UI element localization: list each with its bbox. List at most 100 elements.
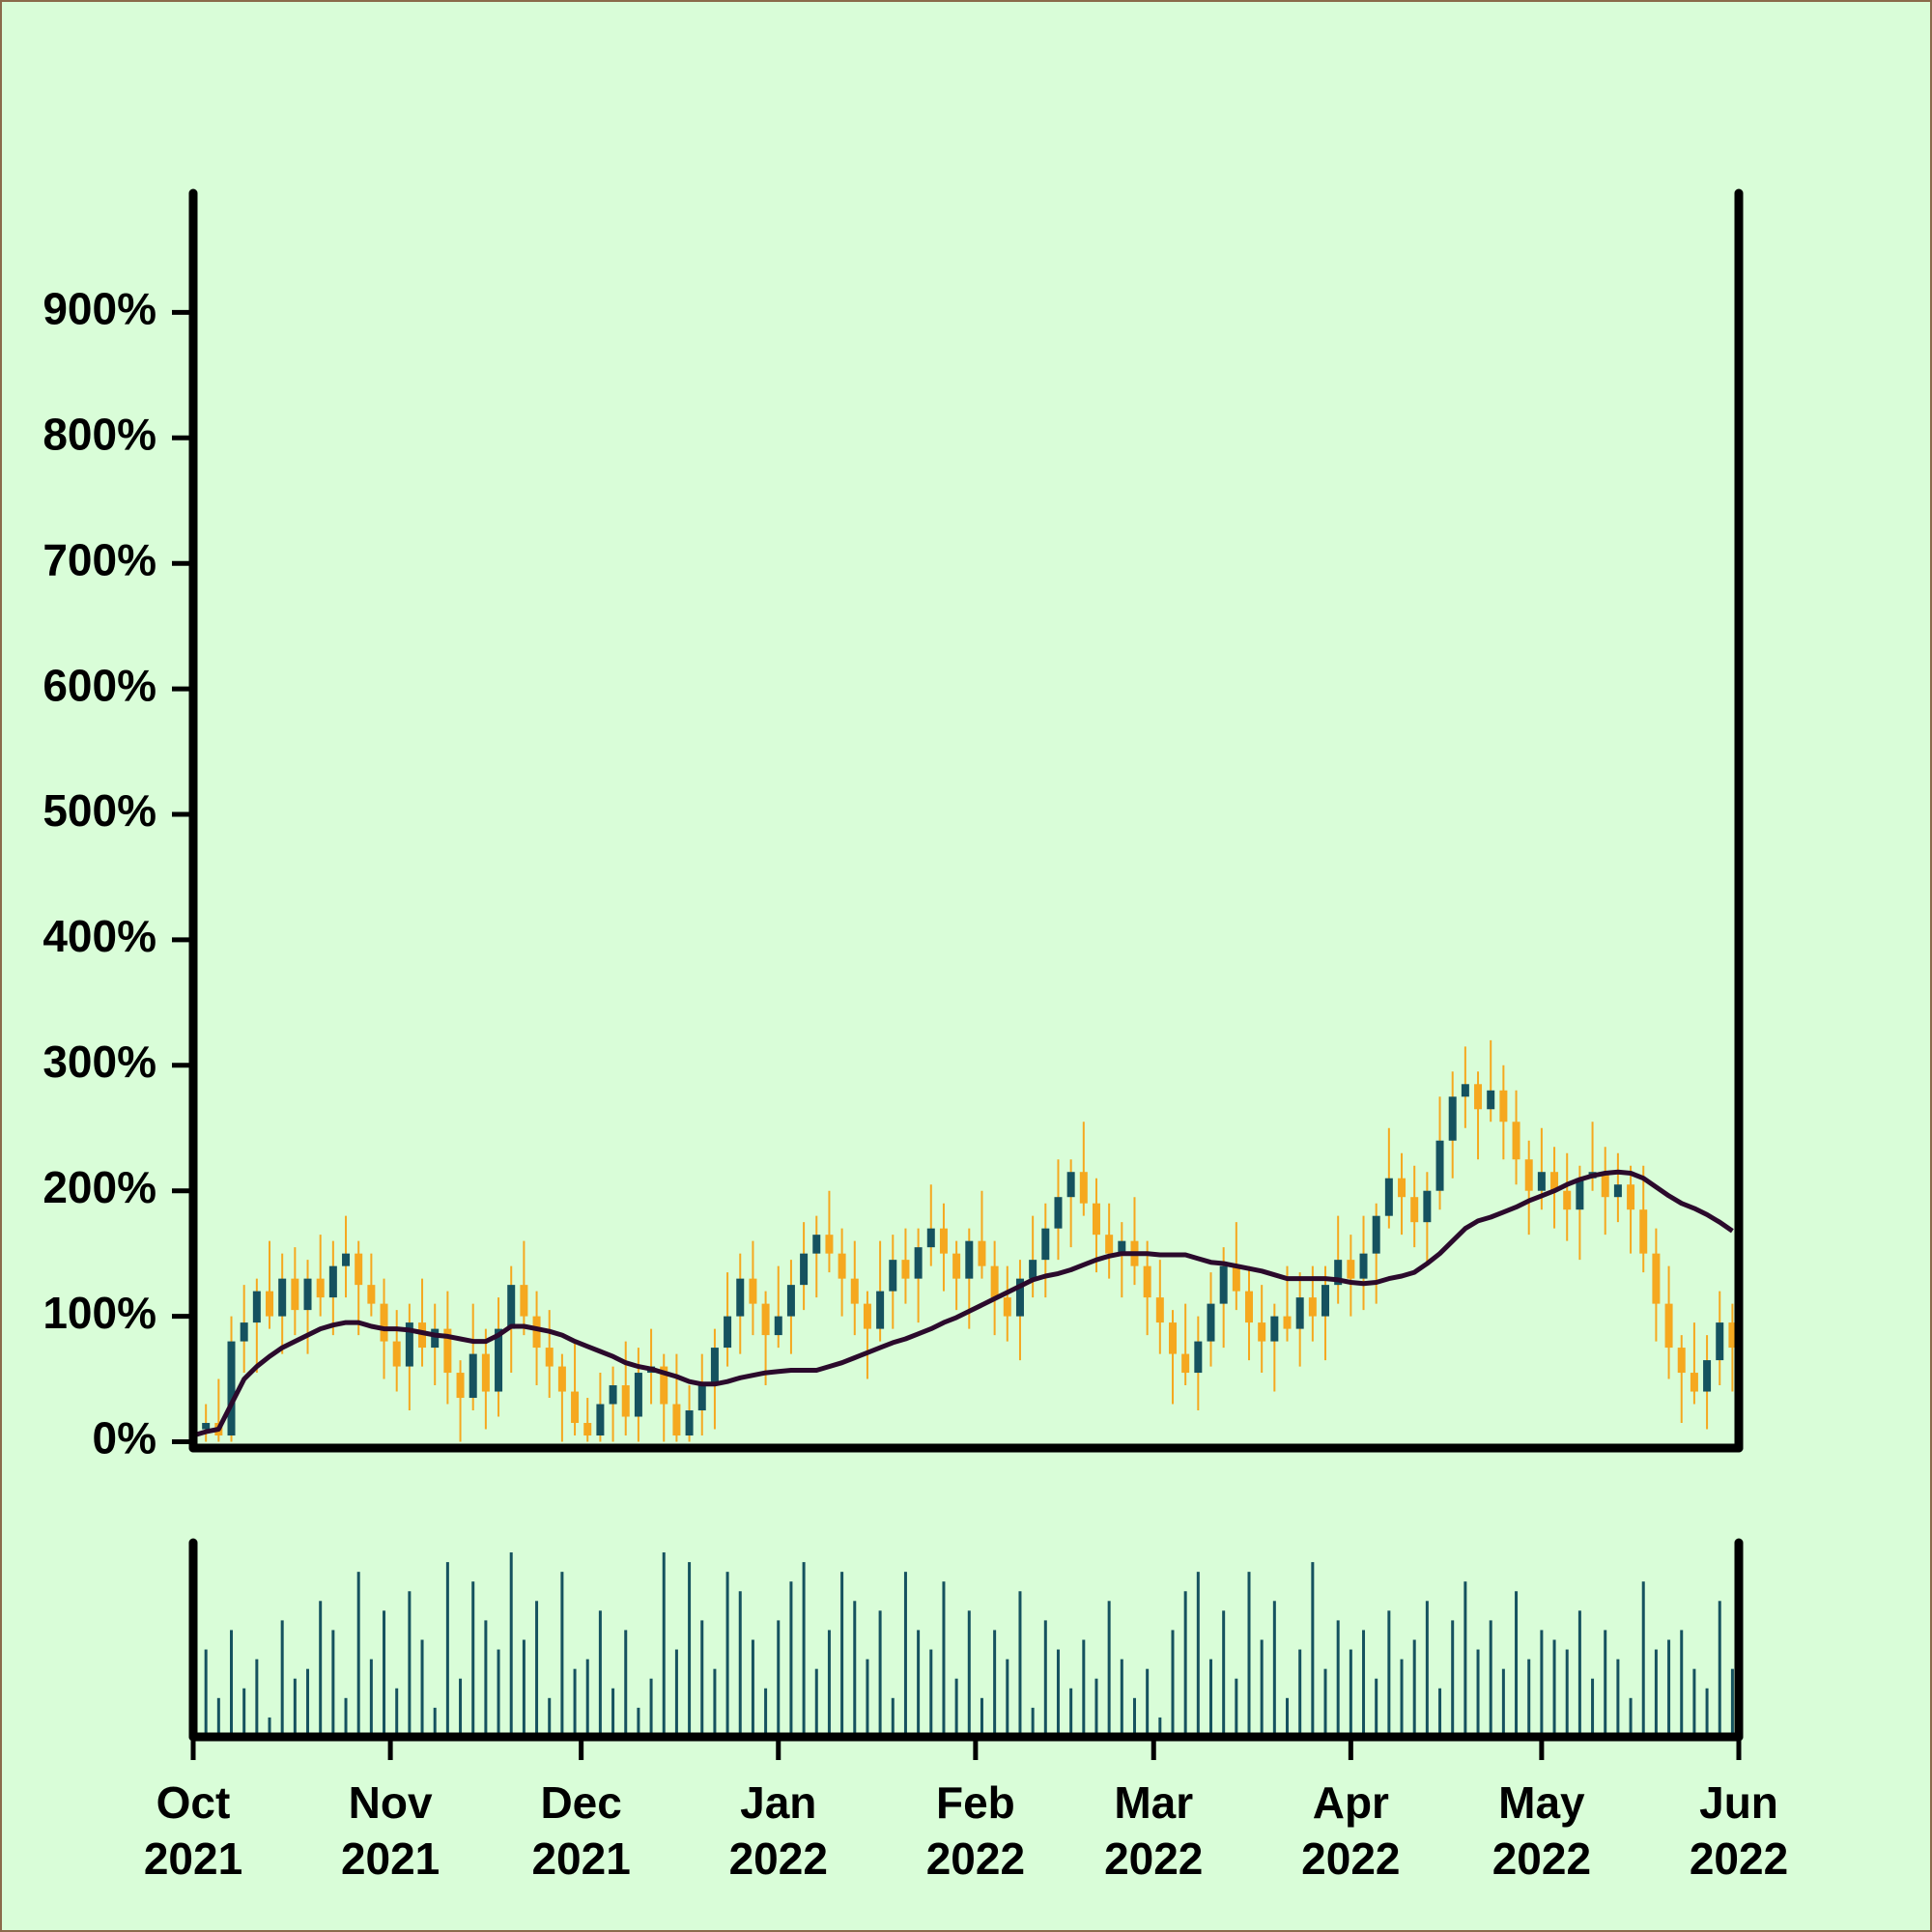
volume-bar <box>268 1717 271 1737</box>
candle-body <box>863 1303 871 1329</box>
candle-body <box>1690 1373 1698 1392</box>
candle-body <box>1512 1122 1520 1160</box>
volume-bar <box>1629 1697 1633 1737</box>
candle-body <box>1728 1322 1737 1349</box>
x-tick-label: 2022 <box>926 1833 1025 1884</box>
volume-bar <box>1425 1601 1429 1737</box>
volume-bar <box>1718 1601 1721 1737</box>
y-tick-label: 500% <box>43 785 156 836</box>
candle-body <box>978 1240 986 1266</box>
candle-body <box>672 1404 681 1436</box>
volume-bar <box>1540 1630 1544 1737</box>
volume-bar <box>891 1697 895 1737</box>
candle-body <box>1321 1285 1330 1317</box>
x-tick-label: Dec <box>540 1777 621 1828</box>
volume-bar <box>967 1610 971 1737</box>
volume-bar <box>1311 1562 1315 1737</box>
candle-body <box>621 1385 630 1417</box>
volume-bar <box>535 1601 539 1737</box>
x-tick-label: Feb <box>936 1777 1015 1828</box>
y-tick-label: 0% <box>93 1413 156 1463</box>
candle-body <box>1435 1140 1444 1191</box>
candle-body <box>1563 1190 1572 1210</box>
y-tick-label: 200% <box>43 1162 156 1212</box>
candle-body <box>1181 1353 1190 1374</box>
candle-body <box>990 1265 999 1298</box>
candle-body <box>328 1265 337 1298</box>
candle-body <box>1601 1172 1609 1198</box>
candle-body <box>1423 1190 1432 1223</box>
volume-bar <box>1552 1639 1556 1737</box>
volume-bar <box>1196 1572 1200 1737</box>
candle-body <box>1194 1341 1203 1374</box>
candle-body <box>266 1291 274 1317</box>
candle-body <box>697 1385 706 1411</box>
candle-body <box>889 1260 897 1292</box>
candle-body <box>1550 1172 1559 1191</box>
volume-bar <box>1667 1639 1671 1737</box>
volume-bar <box>344 1697 348 1737</box>
candle-body <box>1448 1096 1457 1141</box>
candle-body <box>1703 1360 1712 1392</box>
volume-bar <box>1146 1668 1150 1737</box>
candle-body <box>850 1278 859 1304</box>
candle-body <box>1474 1084 1483 1110</box>
candle-body <box>914 1247 923 1279</box>
candle-body <box>456 1373 465 1399</box>
volume-bar <box>1375 1678 1378 1737</box>
candle-body <box>532 1316 541 1349</box>
volume-bar <box>980 1697 983 1737</box>
volume-bar <box>585 1659 589 1737</box>
volume-bar <box>840 1572 844 1737</box>
x-tick-label: Jan <box>740 1777 816 1828</box>
candle-body <box>1041 1228 1050 1261</box>
x-tick-label: 2021 <box>341 1833 440 1884</box>
candle-body <box>1066 1172 1075 1198</box>
candle-body <box>1092 1203 1100 1236</box>
volume-bar <box>1501 1668 1505 1737</box>
candle-body <box>1677 1348 1686 1374</box>
volume-bar <box>1654 1649 1658 1737</box>
volume-bar <box>777 1620 781 1737</box>
volume-bar <box>1565 1649 1569 1737</box>
x-tick-label: 2021 <box>531 1833 630 1884</box>
candle-body <box>761 1303 770 1336</box>
volume-bar <box>1260 1639 1264 1737</box>
volume-bar <box>408 1591 412 1737</box>
candle-body <box>252 1291 261 1323</box>
volume-bar <box>700 1620 704 1737</box>
volume-bar <box>1692 1668 1696 1737</box>
candle-body <box>1347 1260 1355 1279</box>
candle-body <box>367 1285 376 1304</box>
volume-bar <box>1463 1581 1467 1737</box>
candle-body <box>1487 1090 1495 1110</box>
volume-bar <box>738 1591 742 1737</box>
candle-body <box>1143 1265 1151 1298</box>
volume-bar <box>674 1649 678 1737</box>
candle-body <box>876 1291 885 1329</box>
y-tick-label: 800% <box>43 409 156 459</box>
x-tick-label: 2022 <box>1301 1833 1400 1884</box>
moving-average <box>192 1169 1734 1438</box>
volume-bar <box>827 1630 831 1737</box>
candle-body <box>1716 1322 1724 1361</box>
x-tick-label: 2022 <box>729 1833 828 1884</box>
candle-body <box>1576 1178 1584 1210</box>
volume-bar <box>1031 1707 1035 1737</box>
candle-body <box>405 1322 413 1367</box>
candle-body <box>710 1348 719 1386</box>
y-tick-label: 600% <box>43 660 156 710</box>
volume-bar <box>255 1659 259 1737</box>
candle-body <box>812 1235 821 1254</box>
candle-body <box>1410 1197 1419 1223</box>
x-tick-label: Oct <box>156 1777 231 1828</box>
volume-bar <box>306 1668 310 1737</box>
candle-body <box>316 1278 325 1298</box>
candle-body <box>1155 1297 1164 1323</box>
volume-bar <box>611 1688 615 1737</box>
volume-bar <box>319 1601 323 1737</box>
volume-bar <box>356 1572 360 1737</box>
volume-bar <box>293 1678 297 1737</box>
volume-bar <box>1272 1601 1276 1737</box>
volume-bar <box>1527 1659 1531 1737</box>
